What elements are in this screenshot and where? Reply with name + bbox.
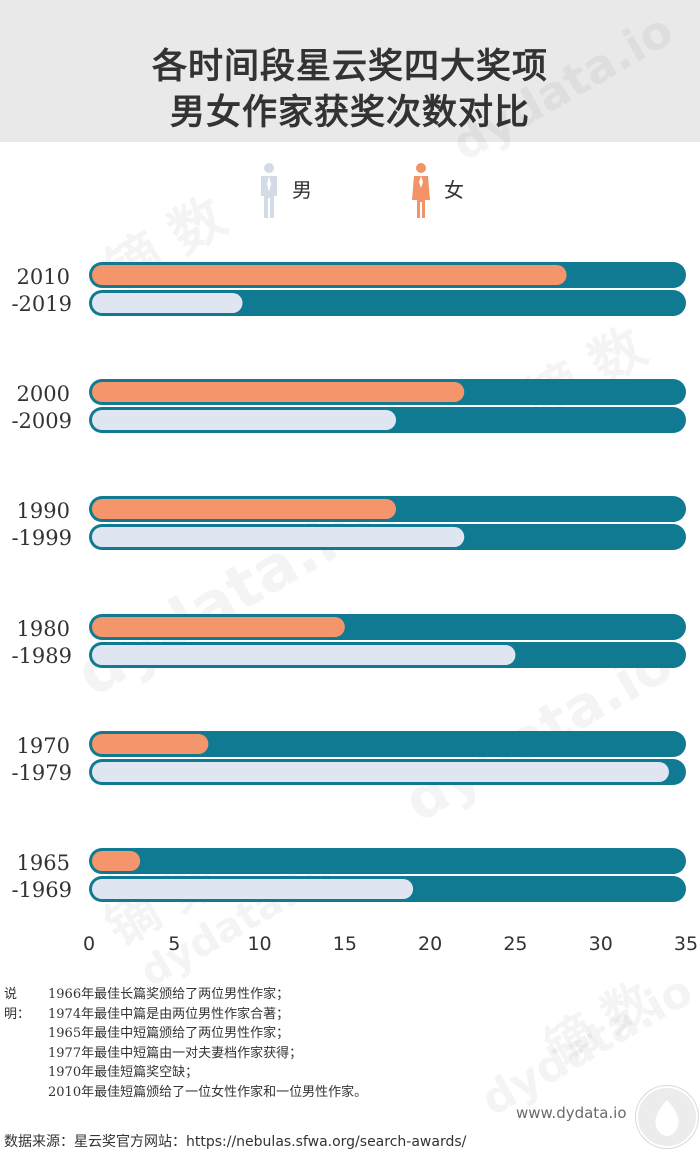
x-tick-label: 25 — [503, 933, 527, 955]
bar-male — [92, 879, 414, 899]
title-band: 各时间段星云奖四大奖项 男女作家获奖次数对比 — [0, 0, 700, 142]
category-label-start: 1990 — [17, 499, 70, 523]
note-line: 1966年最佳长篇奖颁给了两位男性作家； — [48, 987, 290, 1002]
chart-title-line-1: 各时间段星云奖四大奖项 — [151, 47, 548, 87]
category-label-start: 1965 — [17, 851, 70, 875]
site-url: www.dydata.io — [516, 1104, 627, 1122]
data-source: 数据来源：星云奖官方网站：https://nebulas.sfwa.org/se… — [4, 1134, 467, 1150]
bar-group: 2010 -2019 — [11, 262, 686, 316]
bar-male — [92, 410, 397, 430]
notes-prefix: 说明： — [4, 987, 31, 1022]
legend-item-female: 女 — [410, 162, 464, 222]
x-tick-label: 5 — [168, 933, 180, 955]
bar-female — [92, 265, 567, 285]
category-label-end: -1969 — [11, 878, 72, 902]
bar-male — [92, 645, 516, 665]
legend: 男 女 — [0, 162, 700, 222]
bar-female — [92, 382, 465, 402]
legend-label-female: 女 — [444, 178, 464, 202]
bar-group: 1990 -1999 — [11, 496, 686, 550]
category-label-end: -2019 — [11, 292, 72, 316]
category-label-end: -2009 — [11, 409, 72, 433]
x-tick-label: 15 — [333, 933, 357, 955]
note-line: 1974年最佳中篇是由两位男性作家合著； — [48, 1006, 290, 1022]
category-label-start: 1980 — [17, 617, 70, 641]
bar-female — [92, 617, 345, 637]
x-tick-label: 35 — [674, 933, 698, 955]
note-line: 1965年最佳中短篇颁给了两位男性作家； — [48, 1026, 290, 1042]
category-label-start: 2010 — [17, 265, 70, 289]
note-line: 2010年最佳短篇颁给了一位女性作家和一位男性作家。 — [48, 1085, 368, 1100]
bar-female — [92, 851, 141, 871]
bar-male — [92, 762, 669, 782]
bar-track — [89, 731, 686, 757]
bar-group: 1965 -1969 — [11, 848, 686, 902]
x-tick-label: 10 — [247, 933, 271, 955]
bar-group: 2000 -2009 — [11, 379, 686, 433]
category-label-end: -1989 — [11, 644, 72, 668]
category-label-start: 2000 — [17, 382, 70, 406]
bar-male — [92, 527, 465, 547]
category-label-end: -1979 — [11, 761, 72, 785]
bar-group: 1980 -1989 — [11, 614, 686, 668]
x-tick-label: 0 — [83, 933, 95, 955]
x-tick-label: 20 — [418, 933, 442, 955]
note-line: 1970年最佳短篇奖空缺； — [48, 1065, 199, 1081]
brand-logo-icon — [636, 1086, 698, 1148]
legend-item-male: 男 — [258, 162, 312, 222]
note-line: 1977年最佳中短篇由一对夫妻档作家获得； — [48, 1045, 303, 1061]
bar-male — [92, 293, 243, 313]
bar-chart: 2010-20192000-20091990-19991980-19891970… — [11, 262, 698, 955]
bar-female — [92, 734, 209, 754]
legend-label-male: 男 — [292, 178, 312, 202]
male-person-icon — [261, 163, 277, 218]
bar-female — [92, 499, 397, 519]
chart-title-line-2: 男女作家获奖次数对比 — [169, 93, 530, 133]
category-label-start: 1970 — [17, 734, 70, 758]
female-person-icon — [412, 163, 430, 218]
bar-group: 1970 -1979 — [11, 731, 686, 785]
category-label-end: -1999 — [11, 526, 72, 550]
x-tick-label: 30 — [589, 933, 613, 955]
bar-track — [89, 848, 686, 874]
